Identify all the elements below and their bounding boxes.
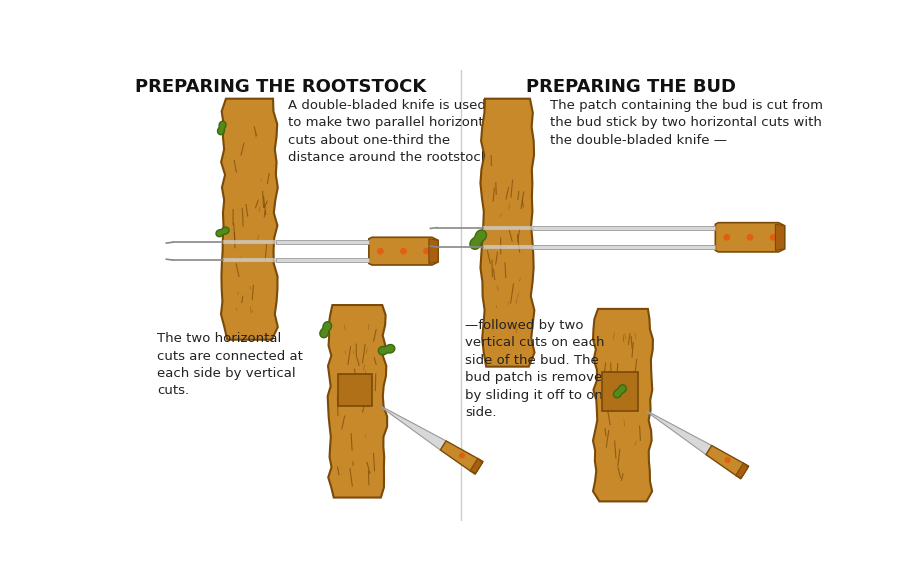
Bar — [223, 240, 276, 244]
Text: A double-bladed knife is used
to make two parallel horizontal
cuts about one-thi: A double-bladed knife is used to make tw… — [288, 99, 496, 164]
Circle shape — [378, 249, 383, 254]
Circle shape — [424, 249, 429, 254]
Polygon shape — [614, 385, 626, 398]
Polygon shape — [593, 309, 652, 501]
Polygon shape — [429, 239, 438, 263]
Bar — [338, 374, 372, 406]
Polygon shape — [470, 230, 486, 249]
Bar — [482, 245, 533, 249]
Bar — [223, 258, 276, 262]
Bar — [602, 372, 637, 411]
Circle shape — [747, 235, 752, 240]
Circle shape — [770, 235, 776, 240]
Polygon shape — [378, 345, 395, 355]
Polygon shape — [481, 99, 535, 367]
Bar — [275, 258, 369, 262]
Circle shape — [725, 457, 730, 462]
Polygon shape — [706, 446, 749, 479]
Polygon shape — [221, 99, 278, 340]
Circle shape — [460, 453, 464, 457]
Polygon shape — [218, 121, 226, 135]
Bar — [532, 245, 716, 249]
Bar — [532, 226, 716, 229]
Polygon shape — [735, 463, 748, 477]
Polygon shape — [381, 407, 446, 450]
Text: —followed by two
vertical cuts on each
side of the bud. The
bud patch is removed: —followed by two vertical cuts on each s… — [465, 319, 611, 419]
Circle shape — [724, 235, 730, 240]
Text: The patch containing the bud is cut from
the bud stick by two horizontal cuts wi: The patch containing the bud is cut from… — [550, 99, 823, 147]
Circle shape — [400, 249, 406, 254]
Polygon shape — [328, 305, 387, 498]
Bar — [275, 240, 369, 244]
Polygon shape — [646, 411, 712, 455]
Bar — [482, 226, 533, 229]
Polygon shape — [776, 224, 785, 250]
Text: The two horizontal
cuts are connected at
each side by vertical
cuts.: The two horizontal cuts are connected at… — [158, 332, 303, 397]
Polygon shape — [716, 223, 785, 252]
Polygon shape — [369, 238, 438, 265]
Polygon shape — [470, 458, 482, 473]
Polygon shape — [440, 441, 483, 474]
Text: PREPARING THE ROOTSTOCK: PREPARING THE ROOTSTOCK — [135, 78, 426, 96]
Polygon shape — [216, 227, 230, 237]
Text: PREPARING THE BUD: PREPARING THE BUD — [526, 78, 735, 96]
Polygon shape — [320, 322, 331, 338]
